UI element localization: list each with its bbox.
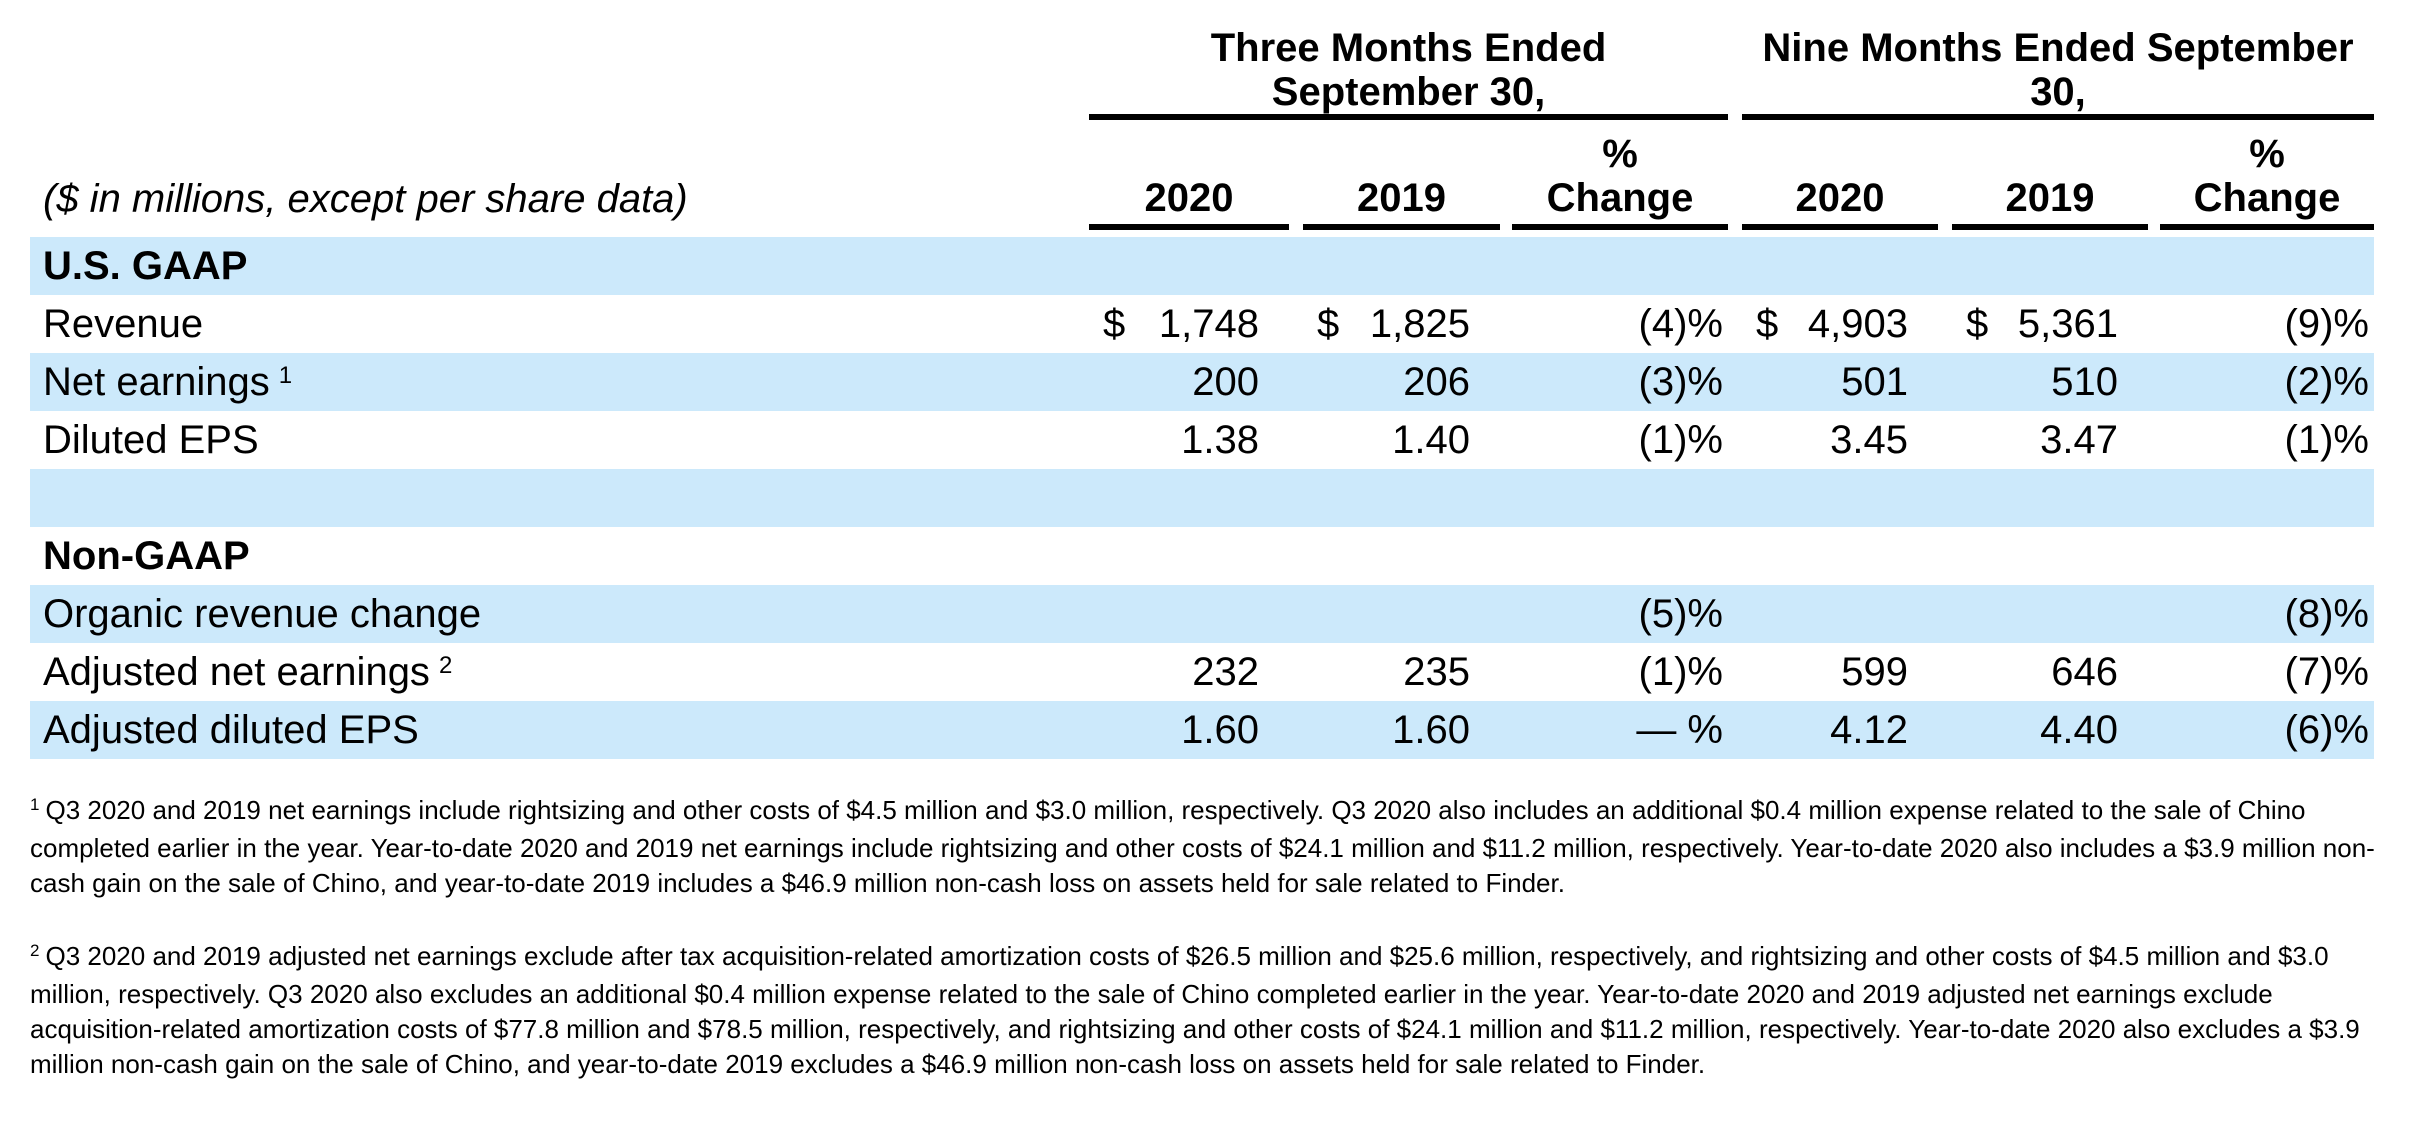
table-cell: 200 — [1192, 359, 1259, 404]
table-header: ($ in millions, except per share data) T… — [30, 0, 2374, 230]
table-cell: 599 — [1841, 649, 1908, 694]
table-cell: 235 — [1403, 649, 1470, 694]
table-cell: (3)% — [1638, 359, 1723, 404]
financial-results-table: ($ in millions, except per share data) T… — [30, 0, 2374, 759]
table-cell: 232 — [1192, 649, 1259, 694]
row-label: Adjusted diluted EPS — [43, 707, 419, 752]
footnote-text: Q3 2020 and 2019 adjusted net earnings e… — [30, 941, 2360, 1079]
table-cell: (1)% — [1638, 417, 1723, 462]
table-cell: 4.12 — [1830, 707, 1908, 752]
row-label: Net earnings 1 — [43, 359, 293, 404]
footnotes: 1 Q3 2020 and 2019 net earnings include r… — [30, 793, 2408, 1082]
col-header-2019: 2019 — [1303, 120, 1500, 230]
section-label: Non-GAAP — [43, 533, 250, 578]
table-cell: 1.40 — [1392, 417, 1470, 462]
table-cell: — % — [1636, 707, 1723, 752]
spacer-row — [30, 469, 2374, 527]
table-row-revenue: Revenue $1,748 $1,825 (4)% $4,903 $5,361… — [30, 295, 2374, 353]
col-group-title-nine-months: Nine Months Ended September 30, — [1742, 0, 2374, 120]
footnote-1: 1 Q3 2020 and 2019 net earnings include r… — [30, 793, 2408, 901]
footnote-text: Q3 2020 and 2019 net earnings include ri… — [30, 795, 2375, 898]
footnote-marker: 1 — [30, 795, 40, 814]
table-row-net-earnings: Net earnings 1 200 206 (3)% 501 510 (2)% — [30, 353, 2374, 411]
table-cell: (1)% — [2284, 417, 2369, 462]
table-body: U.S. GAAP Revenue $1,748 $1,825 (4)% $4,… — [30, 237, 2374, 759]
section-row-us-gaap: U.S. GAAP — [30, 237, 2374, 295]
row-label: Diluted EPS — [43, 417, 259, 462]
col-header-2020: 2020 — [1089, 120, 1289, 230]
section-label: U.S. GAAP — [43, 243, 248, 288]
units-note: ($ in millions, except per share data) — [43, 177, 688, 221]
table-cell: (7)% — [2284, 649, 2369, 694]
table-cell: $1,748 — [1103, 301, 1259, 346]
table-cell: 206 — [1403, 359, 1470, 404]
col-group-three-months: Three Months Ended September 30, 2020 20… — [1089, 0, 1728, 230]
table-cell: $4,903 — [1756, 301, 1908, 346]
table-cell: 1.60 — [1181, 707, 1259, 752]
table-cell: $5,361 — [1966, 301, 2118, 346]
row-label: Revenue — [43, 301, 204, 346]
table-cell: 3.45 — [1830, 417, 1908, 462]
table-row-adjusted-diluted-eps: Adjusted diluted EPS 1.60 1.60 — % 4.12 … — [30, 701, 2374, 759]
currency-symbol: $ — [1966, 301, 1989, 346]
row-label: Adjusted net earnings 2 — [43, 649, 453, 694]
table-cell: 1.38 — [1181, 417, 1259, 462]
table-cell: (2)% — [2284, 359, 2369, 404]
table-cell: (8)% — [2284, 591, 2369, 636]
footnote-ref: 2 — [438, 651, 453, 679]
col-header-pct-change: % Change — [1512, 120, 1728, 230]
currency-symbol: $ — [1317, 301, 1340, 346]
table-row-diluted-eps: Diluted EPS 1.38 1.40 (1)% 3.45 3.47 (1)… — [30, 411, 2374, 469]
col-header-2020: 2020 — [1742, 120, 1938, 230]
currency-symbol: $ — [1756, 301, 1779, 346]
table-cell: (5)% — [1638, 591, 1723, 636]
col-group-nine-months: Nine Months Ended September 30, 2020 201… — [1742, 0, 2374, 230]
footnote-ref: 1 — [278, 361, 293, 389]
table-cell: (1)% — [1638, 649, 1723, 694]
section-row-non-gaap: Non-GAAP — [30, 527, 2374, 585]
col-group-title-three-months: Three Months Ended September 30, — [1089, 0, 1728, 120]
footnote-2: 2 Q3 2020 and 2019 adjusted net earnings … — [30, 939, 2408, 1082]
table-row-organic-revenue-change: Organic revenue change (5)% (8)% — [30, 585, 2374, 643]
footnote-marker: 2 — [30, 941, 40, 960]
table-row-adjusted-net-earnings: Adjusted net earnings 2 232 235 (1)% 599 … — [30, 643, 2374, 701]
table-cell: 1.60 — [1392, 707, 1470, 752]
col-header-pct-change: % Change — [2160, 120, 2374, 230]
table-cell: 4.40 — [2040, 707, 2118, 752]
currency-symbol: $ — [1103, 301, 1126, 346]
col-headers-nine-months: 2020 2019 % Change — [1742, 120, 2374, 230]
col-headers-three-months: 2020 2019 % Change — [1089, 120, 1728, 230]
table-cell: 646 — [2051, 649, 2118, 694]
table-cell: 510 — [2051, 359, 2118, 404]
table-cell: (6)% — [2284, 707, 2369, 752]
table-cell: 3.47 — [2040, 417, 2118, 462]
col-header-2019: 2019 — [1952, 120, 2148, 230]
row-label: Organic revenue change — [43, 591, 482, 636]
label-column-header: ($ in millions, except per share data) — [30, 0, 1089, 230]
table-cell: (9)% — [2284, 301, 2369, 346]
table-cell: 501 — [1841, 359, 1908, 404]
table-cell: $1,825 — [1317, 301, 1470, 346]
table-cell: (4)% — [1638, 301, 1723, 346]
